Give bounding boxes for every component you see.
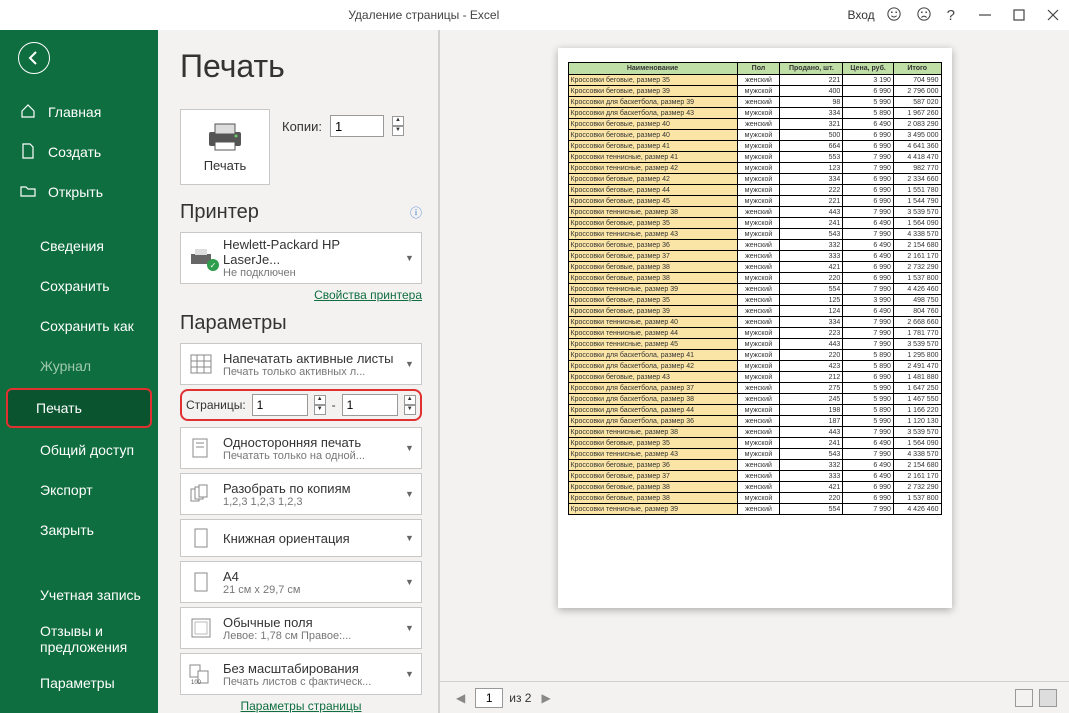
margins-selector[interactable]: Обычные поля Левое: 1,78 см Правое:... ▼ (180, 607, 422, 649)
page-icon (187, 571, 215, 593)
chevron-down-icon: ▼ (405, 577, 415, 587)
copies-row: Копии: ▲▼ (282, 115, 404, 137)
sidebar-item-options[interactable]: Параметры (0, 663, 158, 703)
sidebar-label-new: Создать (48, 144, 101, 160)
svg-text:100: 100 (191, 680, 202, 685)
backstage-sidebar: Главная Создать Открыть Сведения Сохрани… (0, 30, 158, 713)
page-range-row: Страницы: ▲▼ - ▲▼ (180, 389, 422, 421)
oneside-icon (187, 437, 215, 459)
scaling-icon: 100 (187, 663, 215, 685)
show-margins-button[interactable] (1015, 689, 1033, 707)
sidebar-label-open: Открыть (48, 184, 103, 200)
page-total-label: из 2 (509, 691, 531, 705)
sheets-icon (187, 353, 215, 375)
print-preview-pane: НаименованиеПолПродано, шт.Цена, руб.Ито… (438, 30, 1069, 713)
scaling-selector[interactable]: 100 Без масштабирования Печать листов с … (180, 653, 422, 695)
page-number-input[interactable] (475, 688, 503, 708)
copies-spinner[interactable]: ▲▼ (392, 116, 404, 136)
help-icon[interactable]: ? (947, 7, 955, 24)
printer-name: Hewlett-Packard HP LaserJe... (223, 237, 397, 267)
page-preview: НаименованиеПолПродано, шт.Цена, руб.Ито… (558, 48, 952, 608)
sidebar-label-home: Главная (48, 104, 101, 120)
info-icon[interactable]: ⓘ (410, 204, 422, 221)
maximize-button[interactable] (1013, 9, 1025, 21)
sidebar-item-close[interactable]: Закрыть (0, 510, 158, 550)
new-icon (20, 143, 38, 162)
print-what-selector[interactable]: Напечатать активные листы Печать только … (180, 343, 422, 385)
prev-page-button[interactable]: ◀ (452, 691, 469, 705)
chevron-down-icon: ▼ (405, 669, 415, 679)
paper-size-selector[interactable]: A4 21 см x 29,7 см ▼ (180, 561, 422, 603)
pages-from-spinner[interactable]: ▲▼ (314, 395, 326, 415)
printer-icon (207, 122, 243, 152)
sidebar-item-share[interactable]: Общий доступ (0, 430, 158, 470)
page-title: Печать (180, 48, 422, 85)
pages-to-input[interactable] (342, 394, 398, 416)
printer-status: Не подключен (223, 267, 397, 279)
print-button[interactable]: Печать (180, 109, 270, 185)
back-button[interactable] (18, 42, 50, 74)
sidebar-item-open[interactable]: Открыть (0, 172, 158, 212)
sidebar-item-feedback[interactable]: Отзывы и предложения (0, 615, 158, 663)
chevron-down-icon: ▼ (405, 489, 415, 499)
home-icon (20, 103, 38, 122)
pages-from-input[interactable] (252, 394, 308, 416)
collate-icon (187, 483, 215, 505)
sidebar-item-save[interactable]: Сохранить (0, 266, 158, 306)
chevron-down-icon: ▼ (405, 533, 415, 543)
preview-table: НаименованиеПолПродано, шт.Цена, руб.Ито… (568, 62, 942, 515)
page-setup-link[interactable]: Параметры страницы (180, 699, 422, 713)
printer-properties-link[interactable]: Свойства принтера (180, 288, 422, 302)
sidebar-item-info[interactable]: Сведения (0, 226, 158, 266)
print-settings-pane: Печать Печать Копии: ▲▼ Принтер ⓘ (158, 30, 438, 713)
sidebar-item-journal[interactable]: Журнал (0, 346, 158, 386)
close-button[interactable] (1047, 9, 1059, 21)
sidebar-item-account[interactable]: Учетная запись (0, 575, 158, 615)
printer-section-title: Принтер ⓘ (180, 201, 422, 224)
sides-selector[interactable]: Односторонняя печать Печатать только на … (180, 427, 422, 469)
sidebar-item-home[interactable]: Главная (0, 92, 158, 132)
sidebar-item-export[interactable]: Экспорт (0, 470, 158, 510)
minimize-button[interactable] (979, 9, 991, 21)
chevron-down-icon: ▼ (405, 253, 415, 263)
chevron-down-icon: ▼ (405, 359, 415, 369)
open-icon (20, 183, 38, 202)
printer-selector[interactable]: ✓ Hewlett-Packard HP LaserJe... Не подкл… (180, 232, 422, 284)
collate-selector[interactable]: Разобрать по копиям 1,2,3 1,2,3 1,2,3 ▼ (180, 473, 422, 515)
sidebar-item-new[interactable]: Создать (0, 132, 158, 172)
next-page-button[interactable]: ▶ (537, 691, 554, 705)
margins-icon (187, 617, 215, 639)
preview-footer: ◀ из 2 ▶ (440, 681, 1069, 713)
chevron-down-icon: ▼ (405, 443, 415, 453)
titlebar-right: Вход ? (848, 7, 1069, 24)
params-section-title: Параметры (180, 312, 422, 335)
copies-input[interactable] (330, 115, 384, 137)
login-link[interactable]: Вход (848, 8, 875, 22)
sad-icon[interactable] (917, 7, 931, 24)
chevron-down-icon: ▼ (405, 623, 415, 633)
window-title: Удаление страницы - Excel (0, 8, 848, 22)
portrait-icon (187, 527, 215, 549)
sidebar-item-saveas[interactable]: Сохранить как (0, 306, 158, 346)
zoom-to-page-button[interactable] (1039, 689, 1057, 707)
title-bar: Удаление страницы - Excel Вход ? (0, 0, 1069, 30)
copies-label: Копии: (282, 119, 322, 134)
smile-icon[interactable] (887, 7, 901, 24)
print-button-label: Печать (204, 158, 247, 173)
sidebar-label-print: Печать (36, 400, 82, 416)
orientation-selector[interactable]: Книжная ориентация ▼ (180, 519, 422, 557)
pages-to-spinner[interactable]: ▲▼ (404, 395, 416, 415)
sidebar-item-print[interactable]: Печать (6, 388, 152, 428)
pages-label: Страницы: (186, 398, 246, 412)
printer-selector-icon: ✓ (187, 247, 215, 269)
